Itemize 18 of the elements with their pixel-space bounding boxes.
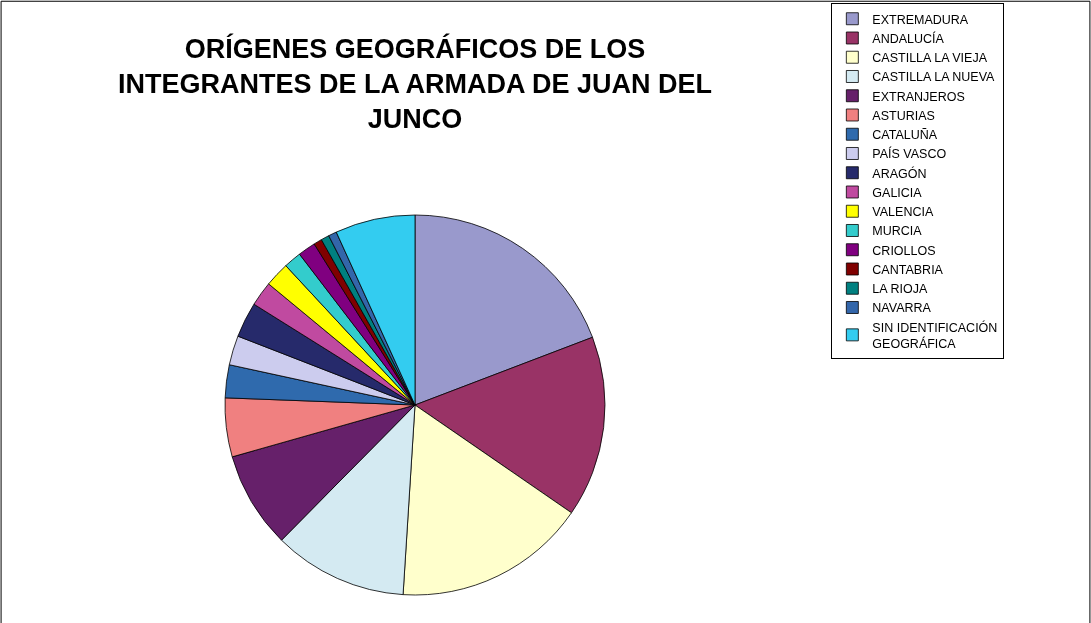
legend-label: GALICIA (872, 185, 923, 200)
legend-label: CASTILLA LA VIEJA (872, 51, 988, 66)
legend-label: EXTREMADURA (872, 12, 969, 27)
legend-label: CATALUÑA (872, 128, 938, 143)
legend-label: SIN IDENTIFICACIÓN GEOGRÁFICA (872, 319, 998, 351)
legend-label: MURCIA (872, 224, 923, 239)
legend-label: CANTABRIA (872, 262, 944, 277)
legend-label: LA RIOJA (872, 282, 928, 297)
legend-label: PAÍS VASCO (872, 146, 947, 162)
legend-label: CASTILLA LA NUEVA (872, 70, 996, 85)
legend-label: EXTRANJEROS (872, 89, 965, 104)
legend-label: NAVARRA (872, 301, 932, 316)
legend-label: CRIOLLOS (872, 243, 936, 258)
legend-label: ANDALUCÍA (872, 30, 945, 46)
legend-label: ARAGÓN (872, 165, 927, 181)
text: ORÍGENES GEOGRÁFICOS DE LOS INTEGRANTES DE LA ARMADA DE JUAN DEL JUNCO (118, 33, 713, 135)
legend-label: ASTURIAS (872, 108, 935, 123)
legend-label: VALENCIA (872, 205, 934, 220)
